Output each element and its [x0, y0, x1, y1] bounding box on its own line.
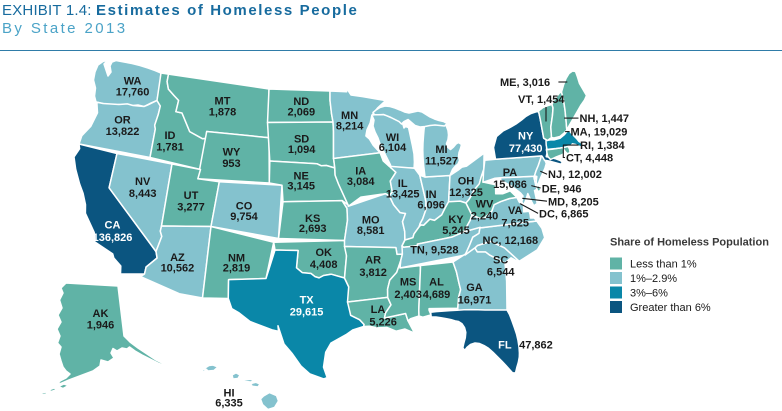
svg-text:13,822: 13,822 [106, 126, 140, 138]
svg-text:2,693: 2,693 [299, 223, 327, 235]
svg-text:DC, 6,865: DC, 6,865 [539, 209, 589, 221]
svg-text:3,084: 3,084 [347, 176, 375, 188]
svg-text:6,096: 6,096 [417, 200, 445, 212]
svg-text:6,104: 6,104 [379, 142, 407, 154]
svg-text:8,214: 8,214 [336, 120, 364, 132]
svg-text:LA: LA [371, 304, 386, 316]
svg-text:OH: OH [458, 176, 475, 188]
svg-text:MA, 19,029: MA, 19,029 [571, 127, 628, 139]
svg-text:FL: FL [498, 340, 512, 352]
svg-text:TN, 9,528: TN, 9,528 [410, 245, 458, 257]
svg-text:IA: IA [355, 166, 366, 178]
svg-text:9,754: 9,754 [230, 211, 258, 223]
svg-text:1,094: 1,094 [288, 144, 316, 156]
svg-text:Greater than 6%: Greater than 6% [630, 302, 711, 314]
svg-text:MS: MS [400, 277, 417, 289]
svg-text:TX: TX [300, 294, 315, 306]
svg-text:NM: NM [228, 252, 245, 264]
svg-text:NY: NY [518, 131, 534, 143]
svg-text:MO: MO [362, 215, 380, 227]
svg-text:PA: PA [503, 167, 518, 179]
svg-text:29,615: 29,615 [290, 307, 324, 319]
svg-text:ND: ND [293, 96, 309, 108]
svg-text:AZ: AZ [170, 252, 185, 264]
svg-text:Share of Homeless Population: Share of Homeless Population [610, 237, 769, 249]
svg-text:ME, 3,016: ME, 3,016 [500, 77, 550, 89]
svg-text:GA: GA [466, 282, 483, 294]
svg-text:SD: SD [294, 134, 309, 146]
svg-text:17,760: 17,760 [116, 87, 150, 99]
svg-text:MD, 8,205: MD, 8,205 [548, 196, 599, 208]
svg-text:CO: CO [236, 201, 253, 213]
svg-text:UT: UT [184, 190, 199, 202]
svg-text:OR: OR [114, 114, 131, 126]
svg-text:3,277: 3,277 [177, 202, 205, 214]
svg-text:16,971: 16,971 [458, 294, 492, 306]
svg-text:11,527: 11,527 [425, 155, 458, 167]
svg-text:KY: KY [448, 214, 464, 226]
svg-text:8,581: 8,581 [357, 225, 385, 237]
svg-text:HI: HI [224, 388, 235, 400]
svg-text:MT: MT [215, 96, 231, 108]
svg-text:15,086: 15,086 [493, 179, 527, 191]
svg-text:CA: CA [105, 220, 121, 232]
svg-text:IL: IL [398, 178, 408, 190]
svg-text:2,819: 2,819 [223, 263, 251, 275]
svg-text:12,325: 12,325 [449, 187, 483, 199]
svg-text:NJ, 12,002: NJ, 12,002 [548, 169, 602, 181]
svg-text:3%–6%: 3%–6% [630, 287, 668, 299]
svg-text:2,069: 2,069 [288, 106, 316, 118]
svg-text:RI, 1,384: RI, 1,384 [580, 140, 626, 152]
svg-text:AK: AK [93, 308, 109, 320]
svg-text:MN: MN [341, 110, 358, 122]
svg-text:ID: ID [165, 130, 176, 142]
svg-text:47,862: 47,862 [519, 340, 553, 352]
svg-text:6,544: 6,544 [487, 266, 515, 278]
svg-text:1,781: 1,781 [156, 141, 184, 153]
svg-text:KS: KS [305, 213, 320, 225]
svg-text:3,145: 3,145 [287, 181, 315, 193]
svg-text:NC, 12,168: NC, 12,168 [483, 235, 539, 247]
svg-text:4,408: 4,408 [310, 259, 338, 271]
svg-text:1%–2.9%: 1%–2.9% [630, 273, 677, 285]
svg-text:CT, 4,448: CT, 4,448 [566, 152, 613, 164]
svg-text:136,826: 136,826 [93, 232, 133, 244]
svg-text:953: 953 [222, 158, 240, 170]
svg-text:6,335: 6,335 [215, 397, 243, 409]
svg-text:5,245: 5,245 [442, 225, 470, 237]
svg-text:DE, 946: DE, 946 [542, 183, 582, 195]
svg-text:VT, 1,454: VT, 1,454 [518, 94, 565, 106]
svg-text:WV: WV [476, 199, 494, 211]
svg-text:VA: VA [508, 205, 523, 217]
svg-text:WY: WY [223, 147, 241, 159]
svg-text:Less than 1%: Less than 1% [630, 258, 697, 270]
svg-text:2,240: 2,240 [471, 211, 499, 223]
svg-text:77,430: 77,430 [509, 143, 543, 155]
svg-text:AR: AR [365, 255, 381, 267]
svg-text:IN: IN [426, 189, 437, 201]
svg-text:8,443: 8,443 [129, 188, 157, 200]
svg-text:1,878: 1,878 [209, 107, 237, 119]
svg-text:10,562: 10,562 [161, 262, 195, 274]
svg-text:7,625: 7,625 [501, 218, 529, 230]
svg-text:NH, 1,447: NH, 1,447 [580, 113, 630, 125]
svg-text:NV: NV [135, 176, 151, 188]
svg-text:4,689: 4,689 [423, 289, 451, 301]
svg-text:3,812: 3,812 [359, 267, 387, 279]
svg-text:OK: OK [315, 247, 332, 259]
svg-text:WI: WI [386, 132, 399, 144]
svg-text:2,403: 2,403 [394, 289, 422, 301]
svg-text:NE: NE [294, 170, 309, 182]
svg-text:AL: AL [429, 277, 444, 289]
svg-text:SC: SC [493, 255, 508, 267]
svg-text:13,425: 13,425 [386, 188, 420, 200]
svg-text:1,946: 1,946 [87, 319, 115, 331]
svg-text:5,226: 5,226 [369, 317, 397, 329]
svg-text:WA: WA [124, 75, 142, 87]
svg-text:MI: MI [435, 144, 447, 156]
